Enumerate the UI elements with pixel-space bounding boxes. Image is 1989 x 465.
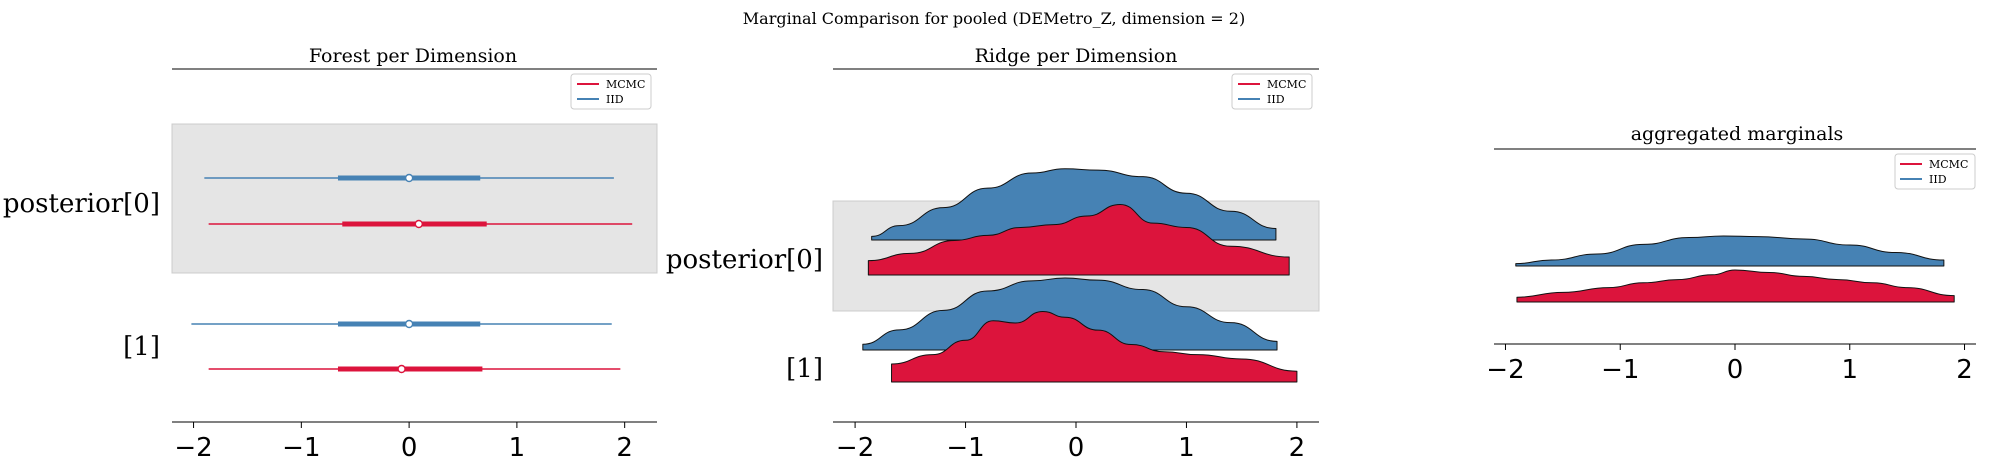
ridge-panel: Ridge per Dimension posterior[0] [1] −2−… [666, 45, 1320, 463]
x-tick-label: −1 [946, 433, 984, 463]
legend-iid-label: IID [606, 93, 624, 106]
mcmc-ridge [867, 203, 1290, 276]
ridge-marks [862, 168, 1298, 383]
forest-marks [191, 173, 633, 374]
x-tick-label: 2 [1956, 355, 1973, 385]
x-tick-label: −2 [836, 433, 874, 463]
forest-ylabel-posterior0: posterior[0] [3, 189, 160, 219]
iid-ridge [871, 168, 1277, 241]
iid-point-estimate [404, 319, 414, 329]
forest-title: Forest per Dimension [309, 45, 517, 67]
x-tick-label: 0 [1727, 355, 1744, 385]
aggregated-x-ticks: −2 −1 0 1 2 [1486, 344, 1973, 385]
legend-iid-label: IID [1267, 93, 1285, 106]
figure-suptitle: Marginal Comparison for pooled (DEMetro_… [743, 9, 1245, 28]
forest-legend: MCMC IID [570, 73, 652, 110]
aggregated-marks [1515, 235, 1955, 303]
forest-x-ticks: −2 −1 0 1 2 [174, 422, 633, 463]
forest-ylabel-1: [1] [123, 332, 160, 362]
x-tick-label: 2 [616, 433, 633, 463]
forest-panel: Forest per Dimension posterior[0] [1] −2… [3, 45, 658, 463]
ridge-x-ticks: −2 −1 0 1 2 [836, 422, 1305, 463]
legend-mcmc-label: MCMC [1929, 158, 1968, 171]
ridge-ylabel-posterior0: posterior[0] [666, 245, 823, 275]
iid-ridge [862, 277, 1278, 351]
mcmc-ridge [891, 310, 1298, 383]
x-tick-label: 0 [401, 433, 418, 463]
mcmc-ridge [1516, 269, 1955, 303]
x-tick-label: −2 [1486, 355, 1524, 385]
x-tick-label: −2 [174, 433, 212, 463]
x-tick-label: 0 [1068, 433, 1085, 463]
x-tick-label: 1 [1841, 355, 1858, 385]
legend-iid-label: IID [1929, 173, 1947, 186]
posterior0-band [171, 123, 658, 274]
aggregated-panel: aggregated marginals −2 −1 0 1 2 MCMC IID [1486, 123, 1976, 385]
x-tick-label: −1 [1601, 355, 1639, 385]
ridge-legend: MCMC IID [1231, 73, 1313, 110]
iid-point-estimate [404, 173, 414, 183]
mcmc-point-estimate [397, 364, 406, 374]
legend-mcmc-label: MCMC [1267, 78, 1306, 91]
ridge-title: Ridge per Dimension [975, 45, 1178, 67]
ridge-ylabel-1: [1] [786, 354, 823, 384]
x-tick-label: 1 [1178, 433, 1195, 463]
iid-ridge [1515, 235, 1945, 267]
x-tick-label: 2 [1289, 433, 1306, 463]
x-tick-label: −1 [282, 433, 320, 463]
aggregated-title: aggregated marginals [1631, 123, 1844, 145]
aggregated-legend: MCMC IID [1894, 153, 1976, 190]
x-tick-label: 1 [509, 433, 526, 463]
legend-mcmc-label: MCMC [606, 78, 645, 91]
mcmc-point-estimate [414, 219, 424, 229]
